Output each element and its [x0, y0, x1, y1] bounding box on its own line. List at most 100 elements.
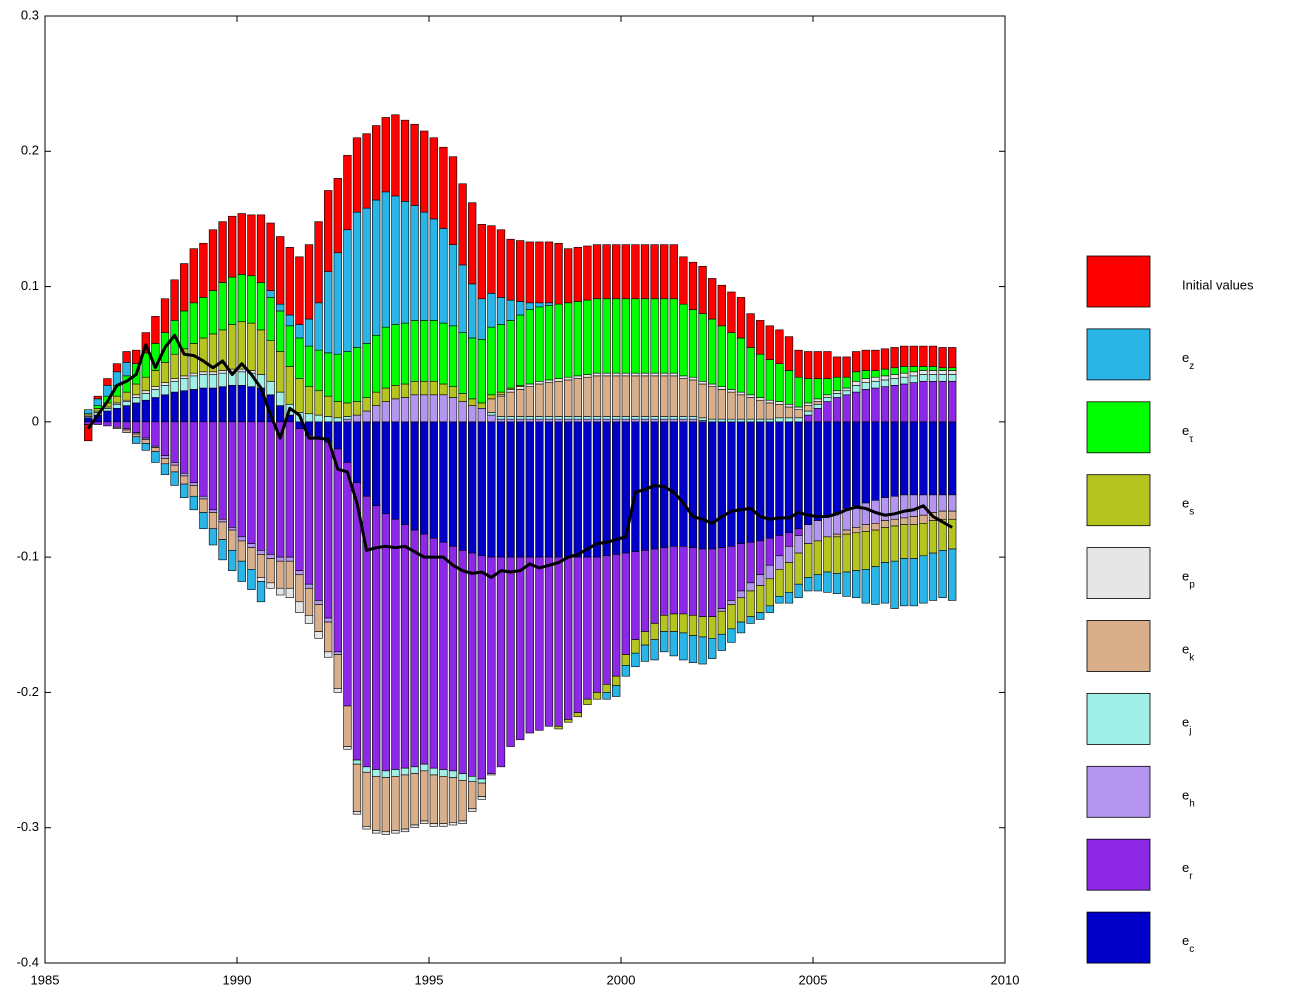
- bar-segment: [228, 385, 237, 423]
- bar-segment: [890, 495, 899, 520]
- bar-segment: [276, 421, 285, 558]
- bar-segment: [900, 366, 909, 374]
- bar-segment: [583, 421, 592, 558]
- bar-segment: [890, 518, 899, 527]
- bar-segment: [477, 339, 486, 404]
- bar-segment: [304, 413, 314, 423]
- bar-segment: [400, 383, 410, 398]
- bar-segment: [736, 391, 746, 396]
- bar-segment: [919, 555, 928, 604]
- bar-segment: [516, 421, 525, 558]
- bar-segment: [583, 245, 592, 301]
- bar-segment: [660, 421, 669, 548]
- bar-segment: [391, 385, 400, 400]
- bar-segment: [112, 363, 122, 373]
- bar-segment: [314, 600, 323, 605]
- bar-segment: [765, 418, 774, 423]
- legend-label: ej: [1182, 715, 1191, 736]
- bar-segment: [458, 264, 467, 333]
- bar-segment: [410, 394, 419, 423]
- bar-segment: [880, 527, 890, 563]
- bar-segment: [900, 376, 909, 385]
- legend-swatch: [1086, 328, 1151, 381]
- bar-segment: [804, 577, 813, 592]
- bar-segment: [525, 241, 534, 304]
- bar-segment: [564, 248, 573, 304]
- bar-segment: [448, 546, 458, 772]
- bar-segment: [544, 556, 554, 727]
- bar-segment: [756, 320, 765, 355]
- bar-segment: [698, 313, 707, 382]
- bar-segment: [180, 263, 189, 312]
- bar-segment: [727, 604, 736, 630]
- bar-segment: [343, 462, 352, 707]
- bar-segment: [170, 391, 179, 423]
- bar-segment: [842, 421, 851, 509]
- bar-segment: [410, 205, 419, 321]
- bar-segment: [909, 382, 918, 423]
- bar-segment: [640, 421, 650, 551]
- bar-segment: [928, 552, 938, 601]
- bar-segment: [228, 550, 237, 571]
- bar-segment: [266, 582, 275, 589]
- bar-segment: [804, 351, 813, 379]
- bar-segment: [477, 555, 486, 780]
- bar-segment: [679, 375, 688, 379]
- bar-segment: [160, 421, 170, 456]
- bar-segment: [391, 324, 400, 386]
- bar-segment: [343, 421, 352, 463]
- bar-segment: [756, 585, 765, 613]
- bar-segment: [122, 351, 131, 363]
- bar-segment: [448, 386, 458, 398]
- bar-segment: [295, 574, 304, 603]
- bar-segment: [602, 418, 611, 423]
- bar-segment: [660, 375, 669, 417]
- bar-segment: [880, 379, 890, 387]
- bar-segment: [602, 375, 611, 417]
- bar-segment: [141, 376, 150, 392]
- bar-segment: [765, 402, 774, 420]
- bar-segment: [516, 389, 525, 417]
- bar-segment: [256, 329, 266, 375]
- bar-segment: [256, 554, 266, 578]
- bar-segment: [304, 318, 314, 347]
- bar-segment: [650, 416, 659, 420]
- bar-segment: [228, 324, 237, 370]
- bar-segment: [477, 402, 486, 409]
- bar-segment: [477, 796, 486, 800]
- bar-segment: [333, 654, 342, 689]
- y-tick-label: 0.1: [21, 278, 39, 293]
- bar-segment: [266, 554, 275, 559]
- bar-segment: [775, 403, 784, 419]
- bar-segment: [900, 372, 909, 378]
- bar-segment: [352, 414, 362, 423]
- legend-label-sub: τ: [1189, 433, 1193, 444]
- bar-segment: [391, 195, 400, 325]
- bar-segment: [160, 463, 170, 475]
- bar-segment: [429, 218, 438, 321]
- bar-segment: [679, 613, 688, 634]
- bar-segment: [938, 370, 947, 375]
- bar-segment: [813, 520, 822, 542]
- bar-segment: [631, 375, 640, 417]
- x-tick-label: 1985: [31, 972, 60, 987]
- bar-segment: [285, 556, 294, 562]
- bar-segment: [746, 616, 755, 624]
- bar-segment: [468, 776, 477, 783]
- bar-segment: [832, 390, 842, 394]
- bar-segment: [909, 371, 918, 377]
- bar-segment: [544, 241, 554, 304]
- bar-segment: [477, 778, 486, 784]
- bar-segment: [775, 363, 784, 402]
- bar-segment: [112, 408, 122, 423]
- bar-segment: [429, 823, 438, 827]
- bar-segment: [93, 405, 102, 409]
- bar-segment: [208, 528, 218, 546]
- bar-segment: [909, 345, 918, 367]
- bar-segment: [784, 562, 794, 593]
- bar-segment: [218, 386, 227, 423]
- bar-segment: [487, 412, 496, 416]
- legend-label: Initial values: [1182, 277, 1254, 292]
- bar-segment: [237, 213, 246, 275]
- bar-segment: [487, 293, 496, 328]
